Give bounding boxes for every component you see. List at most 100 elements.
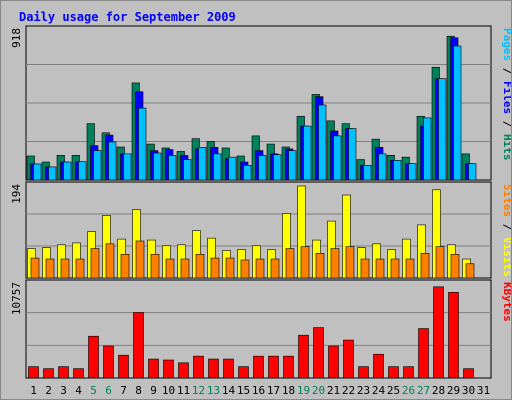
bar-pages-8 [138,107,147,181]
bars [28,286,474,379]
legend-middle: Sites / Visits [501,184,511,277]
bar-sites-24 [375,258,385,279]
x-tick-label: 12 [192,384,205,397]
chart-title: Daily usage for September 2009 [19,10,236,24]
bar-sites-11 [180,258,190,279]
bar-kbytes-29 [448,292,459,379]
x-tick-label: 1 [30,384,37,397]
bar-kbytes-6 [103,345,114,379]
x-tick-label: 26 [402,384,415,397]
bar-pages-16 [258,155,267,181]
bar-kbytes-26 [403,366,414,379]
bar-kbytes-2 [43,368,54,379]
bar-sites-19 [300,246,310,279]
x-tick-label: 9 [150,384,157,397]
x-tick-label: 13 [207,384,220,397]
bar-sites-23 [360,258,370,279]
x-tick-label: 16 [252,384,265,397]
bar-pages-25 [393,160,402,181]
x-tick-label: 6 [105,384,112,397]
x-tick-label: 23 [357,384,370,397]
bar-sites-9 [150,253,160,279]
bar-kbytes-20 [313,327,324,379]
bar-pages-19 [303,125,312,181]
legend-bottom-item: KBytes [501,282,511,322]
bar-kbytes-28 [433,286,444,379]
bar-pages-22 [348,128,357,181]
x-tick-label: 28 [432,384,445,397]
bar-pages-20 [318,104,327,181]
x-tick-label: 21 [327,384,340,397]
bar-sites-1 [30,257,40,279]
bar-pages-13 [213,153,222,181]
bar-pages-21 [333,135,342,181]
bar-kbytes-23 [358,366,369,379]
x-tick-label: 30 [462,384,475,397]
y-max-label: 918 [10,28,23,48]
bar-sites-15 [240,259,250,279]
legend-bottom: KBytes [501,282,511,322]
bar-sites-17 [270,258,280,279]
bar-pages-3 [63,161,72,181]
bar-sites-5 [90,248,100,279]
bar-kbytes-1 [28,366,39,379]
bar-pages-14 [228,156,237,181]
legend-top-item: Pages [501,28,511,61]
bar-pages-12 [198,147,207,181]
x-tick-label: 29 [447,384,460,397]
bar-sites-28 [435,246,445,279]
bar-kbytes-13 [208,358,219,379]
bar-kbytes-9 [148,358,159,379]
x-tick-label: 25 [387,384,400,397]
bar-pages-28 [438,78,447,181]
bar-kbytes-19 [298,334,309,379]
bar-sites-20 [315,253,325,279]
bar-kbytes-25 [388,366,399,379]
bar-kbytes-12 [193,355,204,379]
bar-kbytes-30 [463,368,474,379]
bar-pages-4 [78,161,87,181]
legend-top-item: / [501,114,511,134]
bar-kbytes-21 [328,345,339,379]
panel-hits-files-pages: 918 [10,25,492,181]
bar-kbytes-17 [268,355,279,379]
bar-sites-26 [405,258,415,279]
x-tick-label: 2 [45,384,52,397]
bar-kbytes-11 [178,362,189,379]
bar-sites-30 [465,263,475,279]
bar-sites-2 [45,258,55,279]
bar-kbytes-7 [118,354,129,379]
plots: 918 194 10757 [10,25,492,379]
x-tick-label: 10 [162,384,175,397]
x-tick-label: 8 [135,384,142,397]
legend-top-item: / [501,61,511,81]
bar-kbytes-3 [58,366,69,379]
bar-kbytes-24 [373,353,384,379]
bar-pages-26 [408,163,417,181]
bar-pages-18 [288,150,297,181]
y-max-label: 194 [10,184,23,204]
bar-kbytes-18 [283,355,294,379]
bar-kbytes-16 [253,355,264,379]
legend-top: Pages / Files / Hits [501,28,511,161]
x-tick-label: 19 [297,384,310,397]
x-tick-label: 20 [312,384,325,397]
bar-kbytes-22 [343,339,354,379]
legends: Pages / Files / Hits Sites / Visits KBytes [501,28,511,322]
x-tick-label: 24 [372,384,386,397]
bar-sites-29 [450,253,460,279]
bar-sites-18 [285,248,295,279]
bar-pages-1 [33,163,42,181]
bar-pages-15 [243,164,252,181]
bar-pages-9 [153,152,162,181]
legend-top-item: Files [501,81,511,114]
y-max-label: 10757 [10,282,23,315]
bar-pages-30 [468,163,477,181]
bars [27,185,475,279]
bar-sites-8 [135,240,145,279]
x-tick-label: 15 [237,384,250,397]
bar-pages-11 [183,159,192,181]
x-axis-labels: 1 2 3 4 5 6 7 8 9 10 11 12 13 14 15 16 17 18 19 20 21 22 23 24 2… [30,384,490,397]
